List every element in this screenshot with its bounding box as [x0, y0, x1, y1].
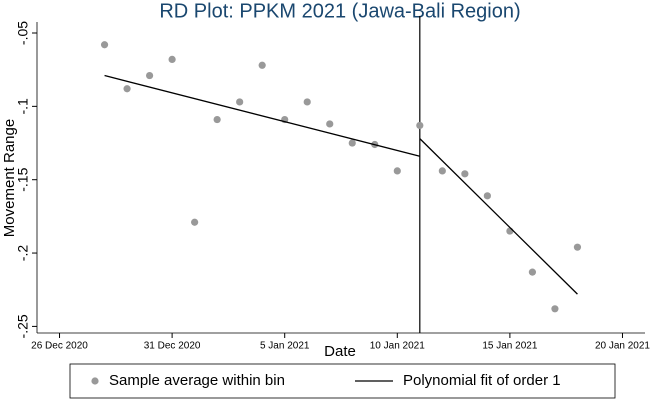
data-point	[123, 85, 131, 93]
data-point	[483, 192, 491, 200]
legend-marker	[91, 377, 99, 385]
legend-label: Sample average within bin	[109, 372, 285, 389]
x-tick-label: 26 Dec 2020	[31, 341, 88, 352]
x-tick-label: 10 Jan 2021	[370, 341, 425, 352]
data-point	[236, 98, 244, 106]
y-tick-label: -.2	[15, 245, 31, 262]
fit-line	[419, 138, 578, 295]
data-point	[191, 218, 199, 226]
y-tick-label: -.15	[15, 167, 31, 191]
data-point	[258, 61, 266, 69]
fit-line	[104, 74, 420, 157]
data-point	[438, 167, 446, 175]
data-point	[551, 305, 559, 313]
chart-title: RD Plot: PPKM 2021 (Jawa-Bali Region)	[159, 0, 520, 22]
data-point	[326, 120, 334, 128]
x-tick-label: 31 Dec 2020	[144, 341, 201, 352]
data-point	[506, 227, 514, 235]
legend-label: Polynomial fit of order 1	[403, 372, 561, 389]
data-point	[528, 268, 537, 276]
data-point	[145, 71, 154, 80]
data-point	[303, 98, 311, 106]
data-point	[461, 170, 469, 178]
x-tick-label: 15 Jan 2021	[482, 341, 537, 352]
y-tick-label: -.25	[15, 314, 31, 338]
data-point	[416, 121, 424, 130]
data-point	[213, 115, 221, 124]
y-tick-label: -.05	[15, 21, 31, 45]
x-tick-label: 20 Jan 2021	[595, 341, 650, 352]
data-point	[168, 55, 176, 64]
data-point	[393, 167, 401, 175]
data-point	[100, 41, 109, 49]
y-axis-label: Movement Range	[1, 119, 18, 237]
legend-box	[69, 363, 616, 399]
y-tick-label: -.1	[15, 98, 31, 115]
x-tick-label: 5 Jan 2021	[260, 341, 310, 352]
data-point	[573, 243, 582, 251]
data-point	[348, 139, 356, 147]
x-axis-label: Date	[324, 343, 356, 360]
